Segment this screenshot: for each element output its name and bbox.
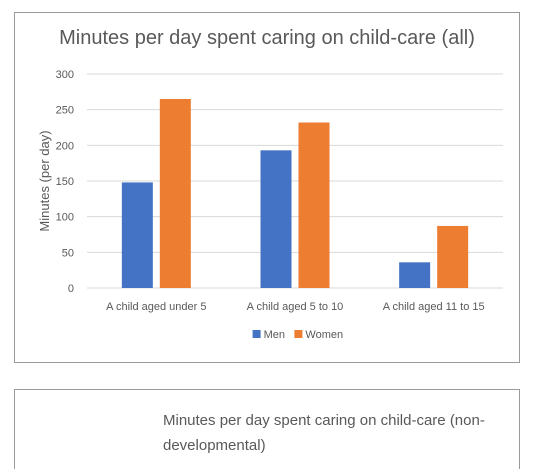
y-tick-label: 150 bbox=[56, 176, 74, 188]
chart-title-non-developmental: Minutes per day spent caring on child-ca… bbox=[163, 412, 485, 454]
bar-men bbox=[399, 262, 431, 288]
y-axis-label: Minutes (per day) bbox=[37, 130, 52, 231]
legend-swatch-men bbox=[252, 330, 261, 338]
chart-title: Minutes per day spent caring on child-ca… bbox=[59, 27, 475, 49]
legend-swatch-women bbox=[294, 330, 303, 338]
chart-panel-non-developmental: Minutes per day spent caring on child-ca… bbox=[14, 389, 520, 469]
y-tick-label: 100 bbox=[56, 212, 74, 224]
legend-label-men: Men bbox=[264, 329, 285, 341]
y-tick-label: 200 bbox=[56, 140, 74, 152]
legend-label-women: Women bbox=[305, 329, 343, 341]
bar-women bbox=[298, 122, 330, 288]
y-tick-label: 250 bbox=[56, 105, 74, 117]
bar-men bbox=[121, 182, 153, 288]
y-tick-label: 300 bbox=[56, 69, 74, 81]
y-tick-label: 50 bbox=[62, 247, 74, 259]
bar-women bbox=[159, 98, 191, 288]
x-tick-label: A child aged 11 to 15 bbox=[383, 301, 485, 313]
bar-chart: 0 50 100 150 200 250 300 Minutes (per day) A chi… bbox=[37, 69, 503, 341]
chart-panel-all: Minutes per day spent caring on child-ca… bbox=[14, 12, 520, 363]
x-tick-label: A child aged under 5 bbox=[106, 301, 206, 313]
y-tick-label: 0 bbox=[68, 283, 74, 295]
bar-men bbox=[260, 150, 292, 288]
x-tick-label: A child aged 5 to 10 bbox=[247, 301, 344, 313]
bar-women bbox=[437, 225, 469, 288]
